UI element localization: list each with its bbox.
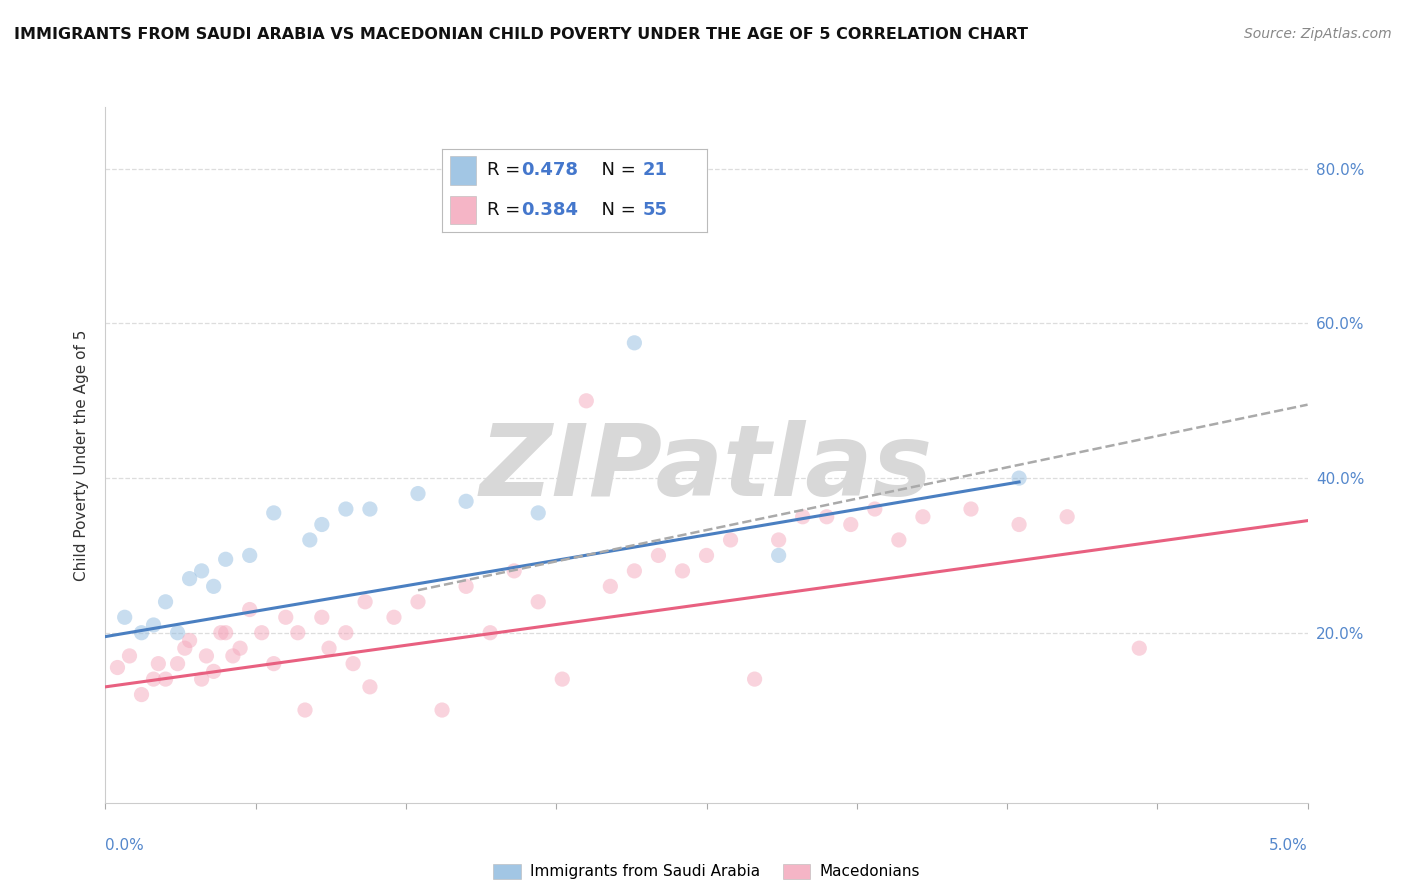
- Text: R =: R =: [486, 201, 526, 219]
- Point: [263, 657, 285, 671]
- Point: [1008, 517, 1031, 532]
- Text: 21: 21: [643, 161, 668, 179]
- Point: [599, 579, 621, 593]
- Point: [575, 393, 598, 408]
- Point: [263, 506, 285, 520]
- Point: [155, 595, 177, 609]
- Point: [209, 625, 232, 640]
- Point: [768, 533, 790, 547]
- Point: [839, 517, 862, 532]
- Point: [214, 625, 236, 640]
- Point: [311, 610, 333, 624]
- Point: [768, 549, 790, 563]
- Point: [118, 648, 141, 663]
- Point: [454, 579, 477, 593]
- Text: R =: R =: [486, 161, 526, 179]
- Point: [342, 657, 364, 671]
- Point: [239, 549, 262, 563]
- Point: [1008, 471, 1031, 485]
- Text: 5.0%: 5.0%: [1268, 838, 1308, 854]
- Y-axis label: Child Poverty Under the Age of 5: Child Poverty Under the Age of 5: [75, 329, 90, 581]
- Point: [335, 502, 357, 516]
- Point: [114, 610, 136, 624]
- Point: [298, 533, 321, 547]
- Legend: Immigrants from Saudi Arabia, Macedonians: Immigrants from Saudi Arabia, Macedonian…: [486, 857, 927, 886]
- Point: [551, 672, 574, 686]
- Point: [454, 494, 477, 508]
- Point: [382, 610, 405, 624]
- Text: 0.478: 0.478: [522, 161, 578, 179]
- Point: [1128, 641, 1150, 656]
- Point: [166, 657, 188, 671]
- Point: [647, 549, 669, 563]
- Point: [173, 641, 195, 656]
- Point: [287, 625, 309, 640]
- Point: [792, 509, 814, 524]
- Text: 0.384: 0.384: [522, 201, 578, 219]
- Point: [142, 618, 165, 632]
- Point: [190, 672, 212, 686]
- Point: [107, 660, 129, 674]
- Point: [359, 502, 381, 516]
- Text: 0.0%: 0.0%: [105, 838, 145, 854]
- Point: [142, 672, 165, 686]
- Point: [131, 688, 153, 702]
- Point: [229, 641, 252, 656]
- Point: [179, 572, 201, 586]
- Point: [623, 564, 645, 578]
- Point: [222, 648, 245, 663]
- Text: IMMIGRANTS FROM SAUDI ARABIA VS MACEDONIAN CHILD POVERTY UNDER THE AGE OF 5 CORR: IMMIGRANTS FROM SAUDI ARABIA VS MACEDONI…: [14, 27, 1028, 42]
- Point: [214, 552, 236, 566]
- Point: [148, 657, 170, 671]
- Point: [887, 533, 910, 547]
- Text: N =: N =: [591, 161, 641, 179]
- Point: [354, 595, 377, 609]
- Point: [406, 595, 429, 609]
- Point: [863, 502, 886, 516]
- Text: Source: ZipAtlas.com: Source: ZipAtlas.com: [1244, 27, 1392, 41]
- Point: [166, 625, 188, 640]
- Point: [479, 625, 502, 640]
- Point: [195, 648, 218, 663]
- Point: [430, 703, 453, 717]
- Point: [250, 625, 273, 640]
- Point: [744, 672, 766, 686]
- Point: [202, 665, 225, 679]
- Point: [294, 703, 316, 717]
- Text: ZIPatlas: ZIPatlas: [479, 420, 934, 517]
- Bar: [450, 156, 477, 185]
- Bar: [450, 195, 477, 224]
- Point: [720, 533, 742, 547]
- Point: [911, 509, 934, 524]
- Point: [1056, 509, 1078, 524]
- Point: [527, 506, 550, 520]
- Point: [311, 517, 333, 532]
- Point: [696, 549, 718, 563]
- Point: [239, 602, 262, 616]
- Point: [155, 672, 177, 686]
- Point: [190, 564, 212, 578]
- Point: [503, 564, 526, 578]
- Point: [815, 509, 838, 524]
- Point: [960, 502, 983, 516]
- Point: [318, 641, 340, 656]
- Point: [335, 625, 357, 640]
- Point: [527, 595, 550, 609]
- Text: 55: 55: [643, 201, 668, 219]
- Point: [671, 564, 693, 578]
- Text: N =: N =: [591, 201, 641, 219]
- Point: [274, 610, 297, 624]
- Point: [202, 579, 225, 593]
- Point: [131, 625, 153, 640]
- Point: [359, 680, 381, 694]
- Point: [623, 335, 645, 350]
- Point: [406, 486, 429, 500]
- Point: [179, 633, 201, 648]
